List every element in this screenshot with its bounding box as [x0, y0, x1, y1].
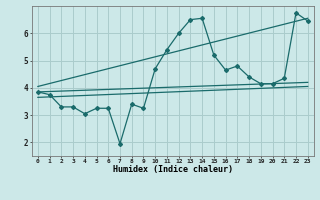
X-axis label: Humidex (Indice chaleur): Humidex (Indice chaleur) — [113, 165, 233, 174]
